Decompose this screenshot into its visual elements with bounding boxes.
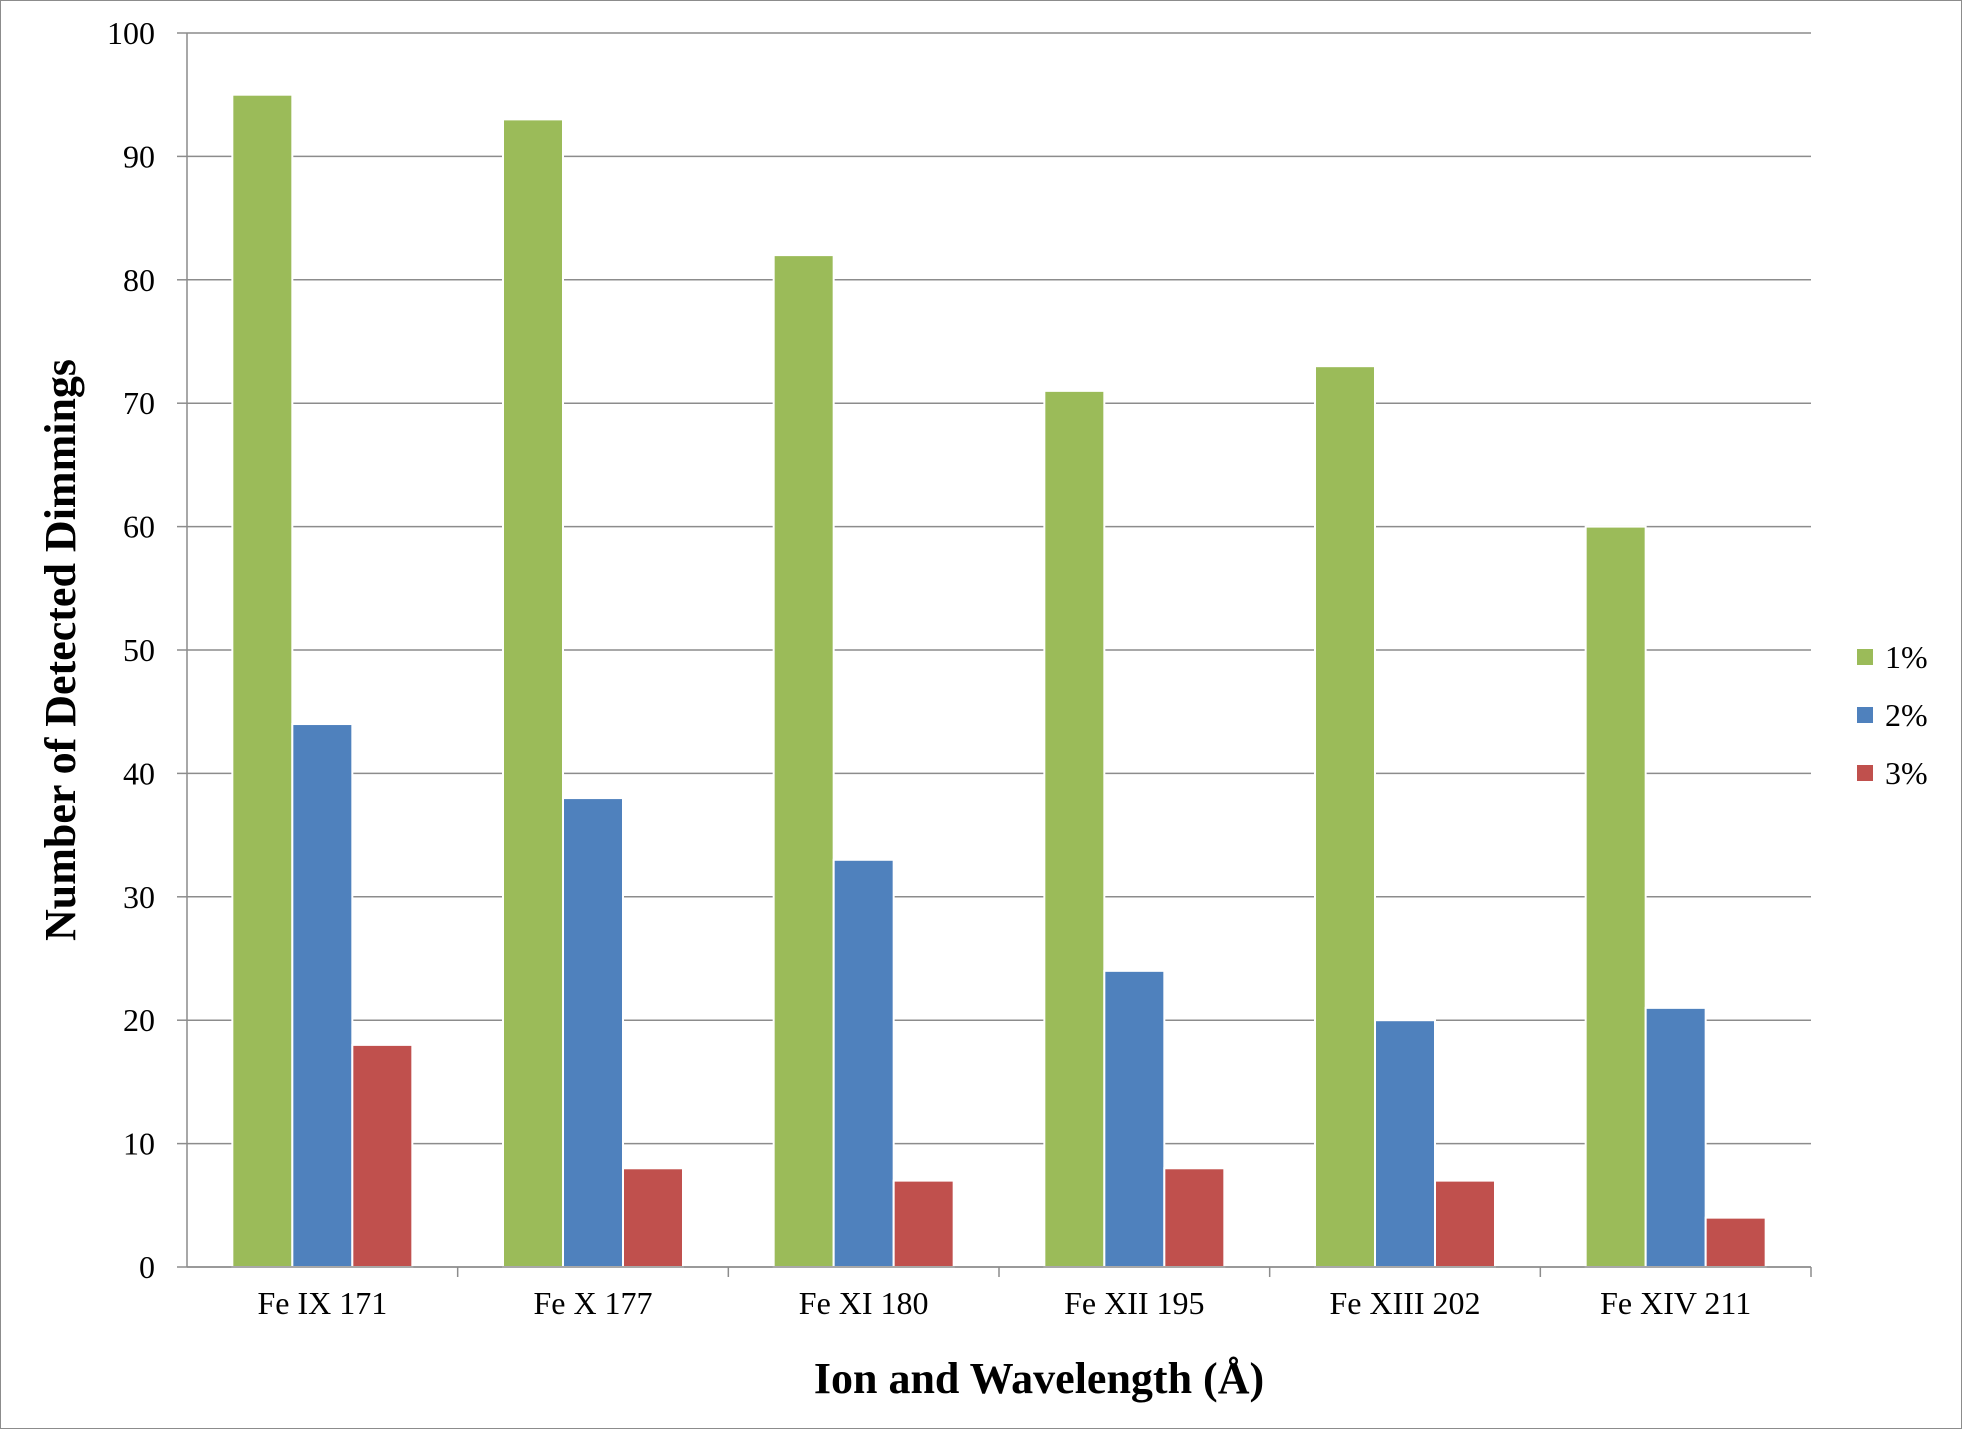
y-tick-label: 30 xyxy=(123,879,155,915)
y-axis-title: Number of Detected Dimmings xyxy=(36,359,85,941)
bar xyxy=(291,723,354,1268)
y-tick-label: 80 xyxy=(123,262,155,298)
bar xyxy=(502,118,564,1268)
x-tick-label: Fe XII 195 xyxy=(1064,1285,1204,1321)
bar xyxy=(1163,1167,1226,1269)
y-tick-label: 0 xyxy=(139,1249,155,1285)
bar xyxy=(1043,389,1106,1268)
x-axis-title: Ion and Wavelength (Å) xyxy=(814,1354,1264,1403)
x-tick-label: Fe XIV 211 xyxy=(1600,1285,1751,1321)
y-tick-label: 20 xyxy=(123,1002,155,1038)
legend-swatch xyxy=(1857,765,1873,781)
x-tick-label: Fe X 177 xyxy=(533,1285,652,1321)
y-tick-label: 100 xyxy=(107,15,155,51)
x-tick-label: Fe XI 180 xyxy=(799,1285,929,1321)
bar xyxy=(1103,969,1166,1269)
legend-swatch xyxy=(1857,707,1873,723)
x-tick-label: Fe XIII 202 xyxy=(1329,1285,1480,1321)
legend-swatch xyxy=(1857,649,1873,665)
legend: 1% 2% 3% xyxy=(1857,639,1928,791)
axes xyxy=(186,33,1812,1277)
y-tick-label: 10 xyxy=(123,1126,155,1162)
bar xyxy=(1374,1019,1436,1269)
bar xyxy=(1434,1179,1496,1268)
y-tick-label: 90 xyxy=(123,138,155,174)
y-tick-label: 70 xyxy=(123,385,155,421)
bar xyxy=(1644,1006,1707,1268)
y-tick-label: 40 xyxy=(123,755,155,791)
bar xyxy=(1704,1216,1767,1269)
x-tick-label: Fe IX 171 xyxy=(257,1285,387,1321)
y-tick-label: 60 xyxy=(123,509,155,545)
bar xyxy=(772,254,835,1268)
bar xyxy=(622,1167,684,1269)
gridlines xyxy=(177,32,1811,1268)
bar xyxy=(892,1179,955,1268)
bar xyxy=(562,797,624,1269)
bar xyxy=(231,93,294,1269)
bars xyxy=(231,93,1767,1269)
bar xyxy=(832,858,895,1269)
y-tick-label: 50 xyxy=(123,632,155,668)
legend-label: 2% xyxy=(1885,697,1928,733)
legend-label: 3% xyxy=(1885,755,1928,791)
legend-label: 1% xyxy=(1885,639,1928,675)
bar xyxy=(1584,525,1647,1268)
y-tick-labels: 0 10 20 30 40 50 60 70 80 90 100 xyxy=(107,15,155,1285)
bar xyxy=(351,1043,414,1268)
x-tick-labels: Fe IX 171 Fe X 177 Fe XI 180 Fe XII 195 Fe X… xyxy=(257,1285,1751,1321)
bar xyxy=(1314,365,1376,1268)
